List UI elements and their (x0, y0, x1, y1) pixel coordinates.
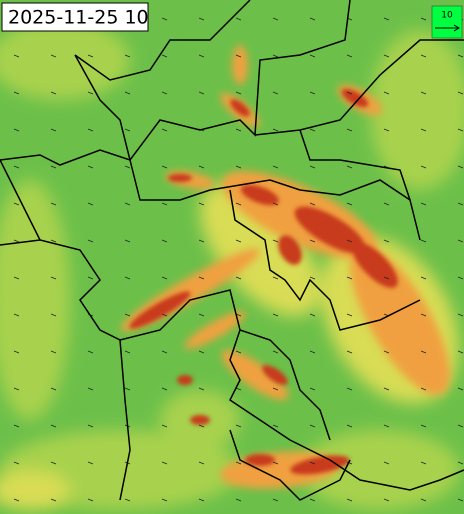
timestamp-box (1, 2, 149, 32)
legend-arrowhead (453, 24, 460, 32)
legend-label: 10 (441, 11, 453, 21)
wind-legend: 10 (431, 5, 463, 39)
legend-box (431, 5, 463, 39)
timestamp: 2025-11-25 10 (8, 7, 149, 29)
borders (0, 0, 464, 501)
